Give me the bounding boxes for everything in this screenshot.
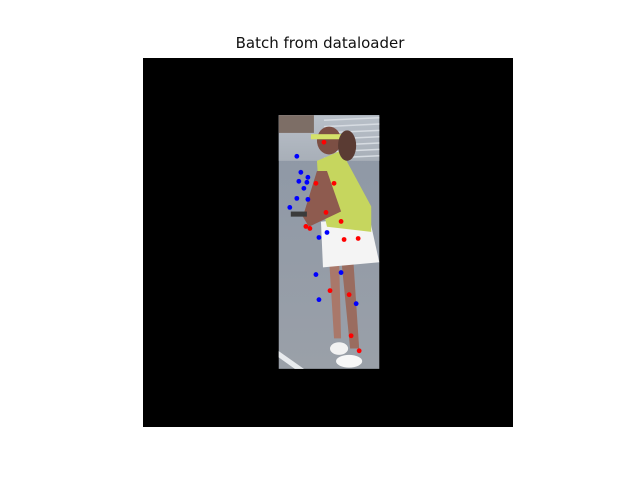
photo-head [316,126,342,155]
keypoint-marker [303,224,309,229]
keypoint-marker [287,205,293,210]
keypoint-marker [294,195,300,201]
keypoint-marker [294,153,300,159]
keypoint-marker [323,210,329,215]
photo-headband [310,134,344,140]
photo-court-line [278,351,304,369]
photo-stair-step [323,116,380,121]
keypoint-marker [296,178,302,184]
photo-spectators [278,115,314,133]
photo-racket [290,211,307,217]
keypoint-marker [301,185,307,191]
keypoint-marker [331,180,337,186]
keypoint-marker [327,288,333,294]
keypoint-marker [316,297,322,303]
keypoint-marker [338,270,344,275]
keypoint-marker [316,235,322,240]
keypoint-marker [324,230,330,235]
keypoint-marker [341,237,347,242]
keypoint-marker [304,179,310,185]
keypoint-marker [307,226,313,231]
keypoint-marker [348,333,354,339]
photo-arms [302,170,342,227]
person-photo [278,115,380,369]
photo-hair [338,130,357,161]
photo-shoe-right [336,354,363,368]
keypoint-markers [287,139,362,354]
keypoint-marker [346,292,352,298]
keypoint-marker [313,272,319,277]
keypoint-marker [355,236,361,241]
keypoint-marker [353,301,359,307]
keypoint-marker [313,180,319,186]
keypoint-marker [298,169,304,175]
photo-leg-right [341,257,360,349]
keypoint-marker [305,196,311,202]
keypoint-marker [321,139,327,145]
keypoint-marker [305,174,311,180]
photo-leg-left [329,257,342,339]
chart-title: Batch from dataloader [235,34,405,52]
photo-stair-step [323,123,380,128]
keypoint-marker [356,348,362,354]
keypoint-marker [338,219,344,224]
photo-shoe-left [330,342,349,355]
